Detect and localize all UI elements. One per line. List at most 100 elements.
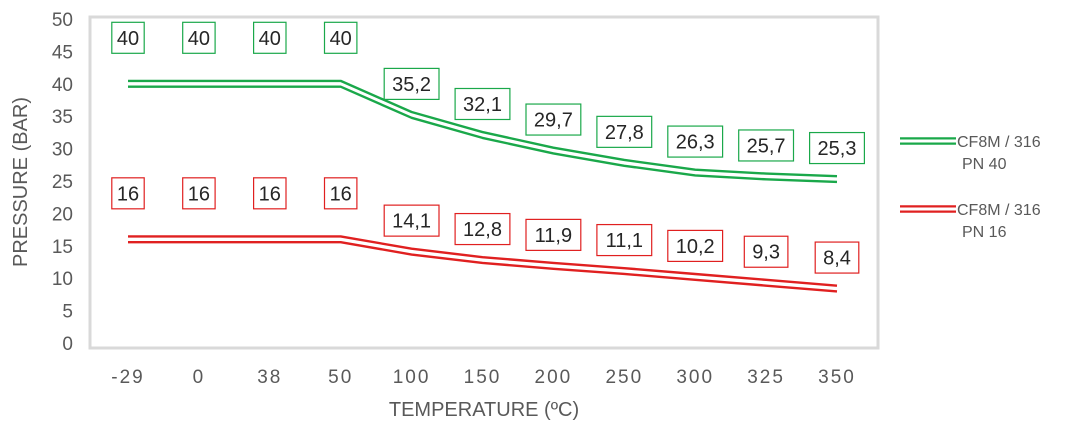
data-label-box [808, 131, 865, 165]
data-label-text: 35,2 [392, 74, 431, 96]
data-label-text: 11,1 [606, 230, 643, 252]
data-label-text: 26,3 [676, 132, 715, 154]
data-label-text: 10,2 [676, 236, 715, 258]
y-axis-title: PRESSURE (BAR) [10, 97, 32, 267]
legend-label: PN 16 [962, 224, 1007, 241]
y-tick-label: 40 [52, 75, 73, 96]
plot-area-frame [88, 15, 880, 350]
data-label: 32,1 [454, 87, 511, 121]
data-label: 29,7 [525, 103, 582, 136]
y-tick-label: 0 [62, 334, 73, 355]
data-label: 16 [182, 177, 216, 210]
y-tick-label: 25 [52, 172, 73, 193]
data-label: 10,2 [667, 229, 724, 263]
data-label-text: 16 [117, 183, 139, 205]
y-tick-label: 35 [52, 107, 73, 128]
data-labels: 40 40 40 40 35,2 32,1 29,7 27,8 26,3 25,7 25,3 16 16… [111, 21, 865, 274]
data-label-box [383, 67, 440, 101]
y-tick-label: 45 [52, 42, 73, 63]
series-line [128, 85, 838, 184]
y-axis-ticks: 0 5 10 15 20 25 30 35 40 45 50 [52, 10, 73, 355]
series-lines [128, 79, 838, 293]
data-label-text: 27,8 [605, 122, 644, 144]
data-label: 26,3 [667, 125, 724, 158]
y-tick-label: 5 [62, 302, 73, 323]
x-tick-label: 200 [535, 367, 573, 388]
data-label-text: 32,1 [463, 94, 502, 116]
data-label-box [111, 177, 145, 210]
data-label-box [182, 21, 216, 54]
y-tick-label: 50 [52, 10, 73, 31]
x-tick-label: 150 [464, 367, 502, 388]
data-label-text: 16 [330, 183, 352, 205]
y-tick-label: 10 [52, 269, 73, 290]
x-tick-label: 0 [193, 367, 206, 388]
data-label-text: 11,9 [535, 225, 572, 247]
data-label: 16 [253, 177, 287, 210]
data-label-box [525, 103, 582, 136]
data-label-text: 40 [117, 28, 139, 50]
data-label: 11,1 [596, 223, 653, 257]
legend-label: PN 40 [962, 156, 1007, 173]
x-tick-label: -29 [111, 367, 144, 388]
data-label-box [253, 177, 287, 210]
data-label-text: 14,1 [392, 211, 431, 233]
data-label: 40 [111, 21, 145, 54]
y-tick-label: 30 [52, 140, 73, 161]
data-label-text: 16 [259, 183, 281, 205]
data-label-box [667, 125, 724, 158]
data-label-box [667, 229, 724, 263]
data-label-box [111, 21, 145, 54]
x-tick-label: 50 [328, 367, 353, 388]
data-label-text: 25,7 [747, 135, 786, 157]
data-label-text: 9,3 [752, 242, 780, 264]
data-label: 14,1 [383, 204, 440, 237]
series-line [128, 235, 838, 287]
data-label: 9,3 [743, 235, 789, 268]
data-label-box [323, 21, 358, 54]
data-label-box [454, 212, 511, 246]
data-label: 40 [253, 21, 287, 54]
legend-item: CF8M / 316 PN 40 [900, 134, 1041, 173]
data-label-box [814, 241, 860, 274]
series-line [128, 241, 838, 293]
data-label: 8,4 [814, 241, 860, 274]
series-line [128, 79, 838, 178]
data-label: 16 [111, 177, 145, 210]
x-tick-label: 325 [747, 367, 785, 388]
data-label-box [454, 87, 511, 121]
data-label: 25,3 [808, 131, 865, 165]
data-label-text: 40 [330, 28, 352, 50]
data-label: 40 [323, 21, 358, 54]
x-tick-label: 100 [393, 367, 431, 388]
y-tick-label: 20 [52, 204, 73, 225]
y-tick-label: 15 [52, 237, 73, 258]
data-label-text: 25,3 [818, 138, 857, 160]
data-label-box [596, 223, 653, 257]
legend-item: CF8M / 316 PN 16 [900, 202, 1041, 241]
x-tick-label: 300 [676, 367, 714, 388]
data-label-text: 8,4 [823, 248, 851, 270]
legend-label: CF8M / 316 [957, 134, 1041, 151]
data-label-box [182, 177, 216, 210]
x-axis-title: TEMPERATURE (ºC) [389, 399, 579, 421]
data-label-box [323, 177, 358, 210]
data-label-text: 40 [188, 28, 210, 50]
x-tick-label: 350 [818, 367, 856, 388]
data-label-text: 16 [188, 183, 210, 205]
data-label-box [743, 235, 789, 268]
data-label: 35,2 [383, 67, 440, 101]
legend-label: CF8M / 316 [957, 202, 1041, 219]
data-label: 25,7 [738, 129, 795, 162]
data-label-text: 29,7 [534, 110, 573, 132]
data-label-box [596, 115, 653, 148]
x-tick-label: 38 [257, 367, 282, 388]
data-label-box [525, 218, 582, 251]
data-label: 16 [323, 177, 358, 210]
x-tick-label: 250 [605, 367, 643, 388]
data-label-box [383, 204, 440, 237]
x-axis-ticks: -29 0 38 50 100 150 200 250 300 325 350 [111, 367, 856, 388]
data-label-text: 12,8 [463, 219, 502, 241]
data-label-box [253, 21, 287, 54]
